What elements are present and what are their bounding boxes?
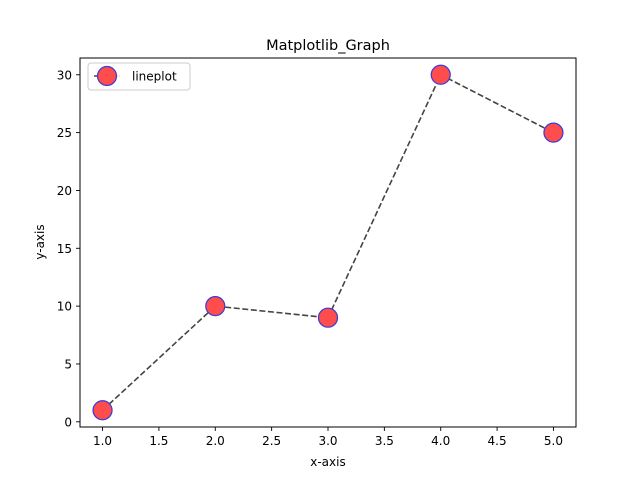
y-tick-label: 15 <box>57 242 72 256</box>
x-tick-label: 5.0 <box>544 434 563 448</box>
x-tick-label: 2.5 <box>262 434 281 448</box>
data-point <box>205 296 226 317</box>
y-tick-label: 25 <box>57 126 72 140</box>
data-point <box>317 307 339 328</box>
y-tick-label: 0 <box>64 415 72 429</box>
x-tick-label: 2.0 <box>206 434 225 448</box>
x-tick-label: 3.5 <box>375 434 394 448</box>
legend-marker-swatch <box>96 65 118 87</box>
x-tick-label: 3.0 <box>318 434 337 448</box>
data-point <box>543 122 564 143</box>
x-tick-label: 4.0 <box>431 434 450 448</box>
y-tick-label: 5 <box>64 357 72 371</box>
series-line <box>102 73 554 411</box>
y-tick-label: 10 <box>57 300 72 314</box>
x-tick-label: 1.0 <box>93 434 112 448</box>
x-axis-label: x-axis <box>310 455 345 469</box>
y-ticks: 0 5 10 15 20 25 30 <box>57 68 80 429</box>
y-tick-label: 30 <box>57 68 72 82</box>
chart-title: Matplotlib_Graph <box>266 38 390 54</box>
x-tick-label: 1.5 <box>149 434 168 448</box>
data-point <box>92 400 113 421</box>
x-tick-label: 4.5 <box>488 434 507 448</box>
legend: lineplot <box>87 62 191 91</box>
data-point <box>430 64 451 85</box>
y-tick-label: 20 <box>57 184 72 198</box>
x-ticks: 1.0 1.5 2.0 2.5 3.0 3.5 4.0 4.5 5.0 <box>93 427 563 448</box>
plot-frame <box>79 57 577 428</box>
legend-label: lineplot <box>132 70 177 84</box>
y-axis-label: y-axis <box>33 224 47 259</box>
series-layer <box>92 64 564 421</box>
